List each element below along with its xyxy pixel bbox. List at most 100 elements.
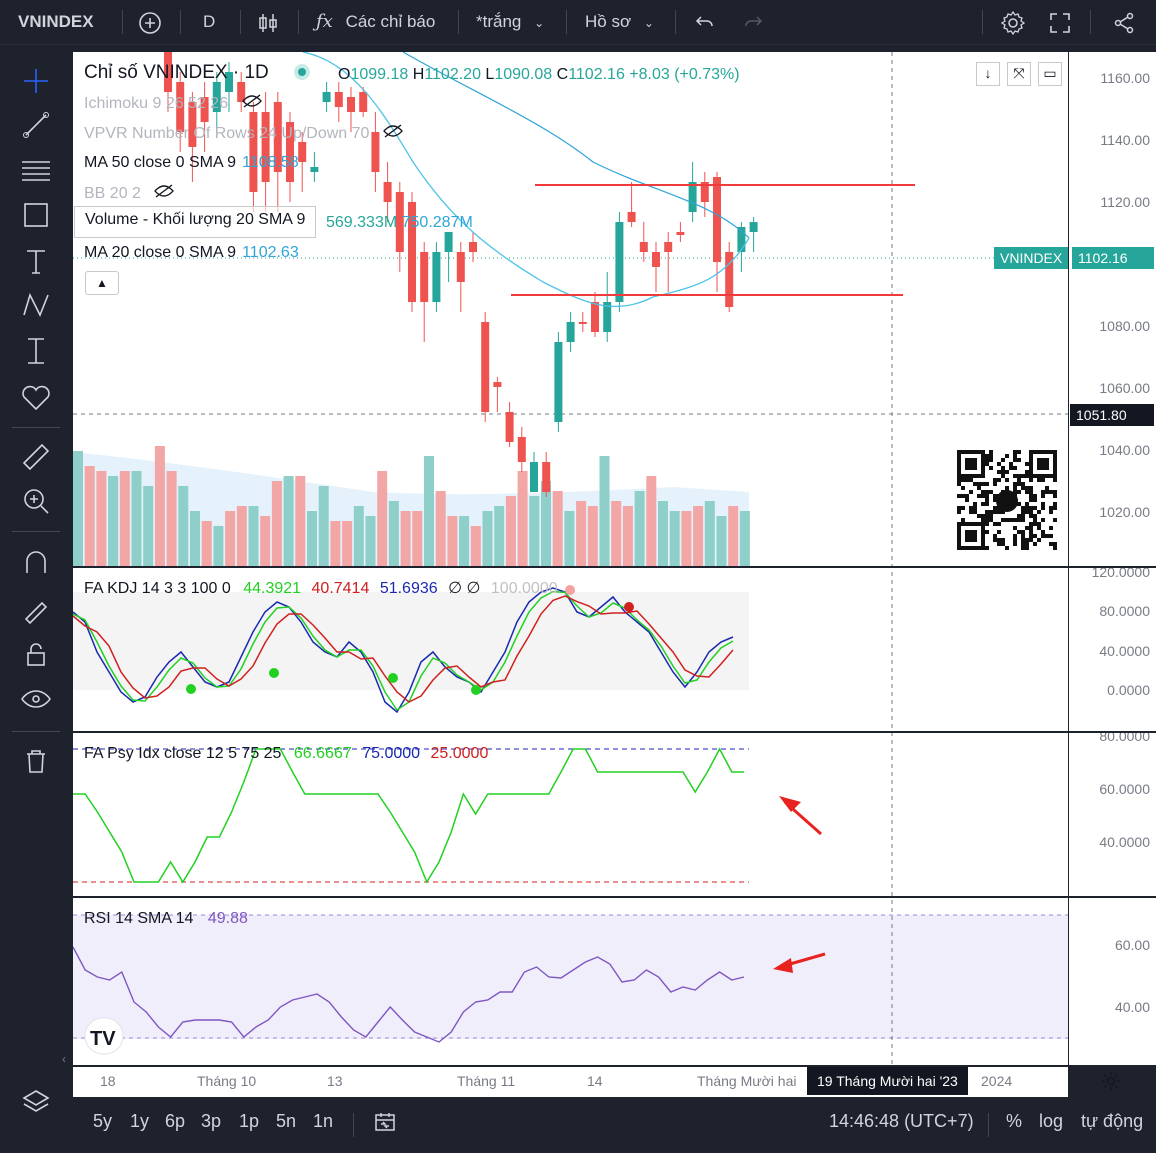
hidden-eye-icon[interactable] — [382, 124, 404, 142]
trend-line-icon[interactable] — [18, 107, 54, 143]
indicators-label: Các chỉ báo — [345, 12, 436, 31]
ichimoku-legend[interactable]: Ichimoku 9 26 52 26 — [84, 94, 263, 113]
axis-settings-gear-icon[interactable] — [1100, 1070, 1122, 1097]
candle-body — [176, 82, 185, 132]
candle-body — [688, 182, 697, 212]
volume-bar — [505, 496, 516, 566]
volume-bar — [435, 491, 446, 566]
price-tick: 1020.00 — [1099, 504, 1150, 520]
eye-icon[interactable] — [18, 681, 54, 717]
compare-add-icon[interactable] — [138, 0, 162, 44]
kdj-legend[interactable]: FA KDJ 14 3 3 100 0 44.3921 40.7414 51.6… — [84, 580, 558, 597]
kdj-signal-dot — [624, 602, 634, 612]
symbol-tag: VNINDEX — [994, 247, 1069, 269]
range-6m[interactable]: 6p — [165, 1111, 186, 1131]
clock-timezone[interactable]: 14:46:48 (UTC+7) — [829, 1111, 974, 1131]
volume-bar — [295, 476, 306, 566]
measure-icon[interactable] — [18, 333, 54, 369]
fib-lines-icon[interactable] — [18, 153, 54, 189]
candle-body — [578, 322, 587, 324]
volume-bar — [108, 476, 119, 566]
date-range-icon[interactable] — [373, 1111, 397, 1138]
range-5d[interactable]: 5n — [276, 1111, 297, 1131]
ohlc-values: O1099.18 H1102.20 L1090.08 C1102.16 +8.0… — [338, 66, 740, 83]
time-tick: 14 — [587, 1073, 603, 1089]
chart-canvas[interactable]: TV — [72, 51, 1068, 1065]
volume-bar — [201, 521, 212, 566]
candle-body — [347, 97, 355, 112]
volume-bar — [213, 526, 224, 566]
settings-gear-icon[interactable] — [1000, 0, 1026, 44]
bb-legend[interactable]: BB 20 2 — [84, 184, 175, 203]
ma50-legend[interactable]: MA 50 close 0 SMA 9 1108.58 — [84, 154, 299, 171]
candle-body — [298, 142, 307, 162]
candle-body — [225, 72, 233, 92]
volume-bar — [646, 476, 657, 566]
magnet-icon[interactable] — [18, 545, 54, 581]
collapse-toolbar-handle[interactable]: ‹ — [62, 1052, 66, 1066]
price-axis[interactable]: 1160.00 1140.00 1120.00 1100.00 1080.00 … — [1069, 52, 1156, 1065]
hidden-eye-icon[interactable] — [241, 94, 263, 112]
zoom-in-icon[interactable] — [18, 483, 54, 519]
theme-dropdown[interactable]: *trắng ⌄ — [476, 0, 544, 44]
log-toggle[interactable]: log — [1039, 1111, 1064, 1131]
volume-bar — [739, 511, 750, 566]
pattern-icon[interactable] — [18, 287, 54, 323]
annotation-arrow — [779, 796, 801, 812]
profile-dropdown[interactable]: Hồ sơ ⌄ — [585, 0, 654, 44]
candle-body — [249, 112, 258, 192]
candle-body — [566, 322, 575, 342]
rsi-tick: 40.00 — [1114, 999, 1150, 1015]
lock-drawing-icon[interactable] — [18, 591, 54, 627]
hidden-eye-icon[interactable] — [153, 184, 175, 202]
kdj-signal-dot — [388, 673, 398, 683]
range-5y[interactable]: 5y — [93, 1111, 113, 1131]
rectangle-icon[interactable] — [18, 197, 54, 233]
time-axis[interactable]: 18 Tháng 10 13 Tháng 11 14 Tháng Mười ha… — [73, 1067, 1068, 1097]
candle-body — [286, 122, 294, 182]
volume-legend[interactable]: Volume - Khối lượng 20 SMA 9 — [74, 206, 317, 238]
unlock-icon[interactable] — [18, 637, 54, 673]
volume-bar — [307, 511, 317, 566]
maximize-pane-button[interactable]: ▭ — [1038, 62, 1062, 86]
text-icon[interactable] — [18, 243, 54, 279]
rsi-line — [72, 946, 745, 1043]
volume-bar — [728, 506, 739, 566]
range-1m[interactable]: 1p — [239, 1111, 260, 1131]
ma20-legend[interactable]: MA 20 close 0 SMA 9 1102.63 — [84, 244, 299, 261]
ruler-icon[interactable] — [18, 439, 54, 475]
fullscreen-icon[interactable] — [1048, 0, 1072, 44]
auto-scale-toggle[interactable]: tự động — [1081, 1111, 1144, 1131]
psy-legend[interactable]: FA Psy Idx close 12 5 75 25 66.6667 75.0… — [84, 745, 489, 762]
rsi-legend[interactable]: RSI 14 SMA 14 49.88 — [84, 910, 248, 927]
collapse-panes-button[interactable]: ⤧ — [1007, 62, 1031, 86]
undo-icon[interactable] — [694, 0, 716, 44]
favorites-heart-icon[interactable] — [18, 379, 54, 415]
scroll-down-button[interactable]: ↓ — [976, 62, 1000, 86]
range-3m[interactable]: 3p — [201, 1111, 222, 1131]
candles-icon[interactable] — [257, 0, 279, 44]
candle-body — [444, 232, 453, 252]
volume-bar — [388, 501, 399, 566]
indicators-button[interactable]: ƒx Các chỉ báo — [316, 0, 435, 44]
share-icon[interactable] — [1112, 0, 1136, 44]
percent-toggle[interactable]: % — [1006, 1111, 1023, 1131]
volume-bar — [400, 511, 411, 566]
candle-body — [237, 82, 246, 102]
vpvr-legend[interactable]: VPVR Number Of Rows 24 Up/Down 70 — [84, 124, 404, 143]
collapse-legend-button[interactable]: ▲ — [85, 271, 119, 295]
symbol-search[interactable]: VNINDEX — [18, 12, 94, 31]
volume-bar — [517, 471, 528, 566]
range-1d[interactable]: 1n — [313, 1111, 334, 1131]
trash-icon[interactable] — [18, 743, 54, 779]
crosshair-icon[interactable] — [18, 63, 54, 99]
redo-icon[interactable] — [742, 0, 764, 44]
volume-bar — [283, 476, 294, 566]
volume-bar — [541, 481, 551, 566]
range-1y[interactable]: 1y — [130, 1111, 150, 1131]
layers-icon[interactable] — [18, 1083, 54, 1119]
volume-bar — [576, 501, 587, 566]
interval-button[interactable]: D — [203, 12, 216, 31]
volume-bar — [459, 516, 470, 566]
candle-body — [737, 227, 746, 252]
